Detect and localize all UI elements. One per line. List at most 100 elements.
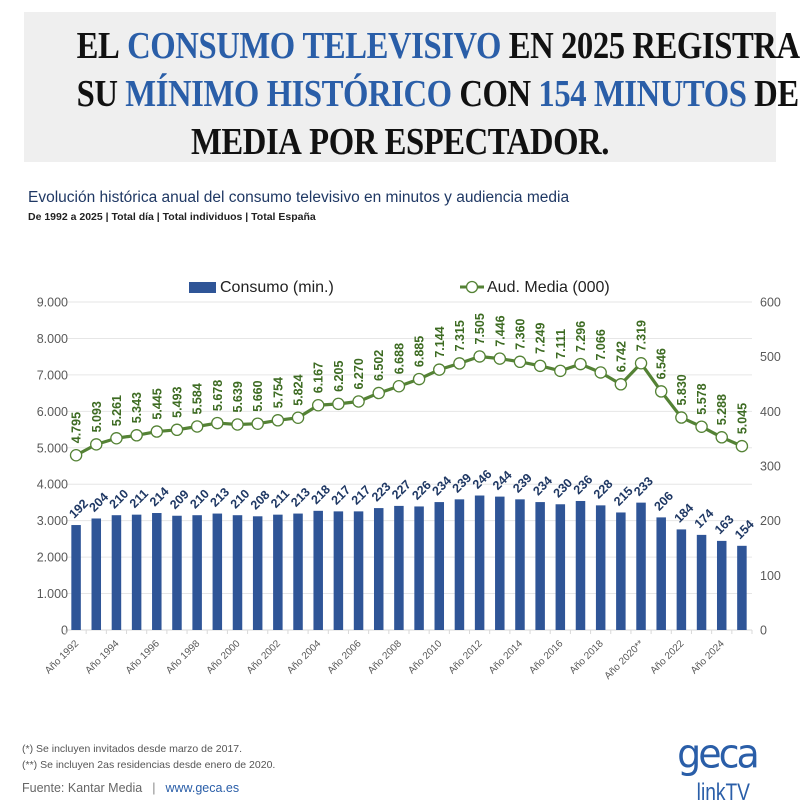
line-point-aud-media <box>695 420 708 433</box>
headline-text: DE <box>746 73 799 115</box>
x-axis-tick-label: Año 2020** <box>603 638 647 682</box>
bar-consumo <box>91 518 102 630</box>
bar-data-label: 210 <box>228 487 253 512</box>
line-point-aud-media <box>412 372 426 386</box>
footnote-2: (**) Se incluyen 2as residencias desde e… <box>22 759 276 771</box>
line-point-aud-media <box>170 423 184 437</box>
line-point-aud-media <box>614 378 628 391</box>
bar-data-label: 246 <box>470 467 495 492</box>
legend-label-consumo: Consumo (min.) <box>220 279 334 296</box>
line-point-aud-media <box>493 352 507 365</box>
line-point-aud-media <box>634 357 648 370</box>
line-point-aud-media <box>594 366 607 379</box>
line-point-aud-media <box>150 425 164 438</box>
bar-consumo <box>616 512 626 630</box>
bar-consumo <box>656 517 666 630</box>
x-axis-tick-label: Año 2022 <box>648 638 686 676</box>
line-point-aud-media <box>654 385 668 398</box>
bar-consumo <box>353 511 364 630</box>
bar-consumo <box>152 513 162 630</box>
bar-data-label: 239 <box>510 471 535 496</box>
left-axis-tick-label: 4.000 <box>37 478 68 492</box>
line-data-label: 5.493 <box>170 386 184 417</box>
line-data-label: 6.742 <box>614 341 628 372</box>
bar-consumo <box>252 516 263 630</box>
bar-consumo <box>515 499 525 630</box>
x-axis-tick-label: Año 1992 <box>43 638 81 676</box>
line-point-aud-media <box>473 350 486 363</box>
bar-consumo <box>737 545 747 630</box>
bar-consumo <box>595 505 606 630</box>
right-axis-tick-label: 100 <box>760 569 781 583</box>
headline-text: EN 2025 REGISTRA <box>500 25 800 67</box>
bar-consumo <box>333 511 344 630</box>
left-axis-tick-label: 8.000 <box>37 332 68 346</box>
line-point-aud-media <box>433 363 446 376</box>
x-axis-tick-label: Año 2004 <box>285 638 323 676</box>
line-data-label: 5.824 <box>292 374 306 405</box>
line-data-label: 5.261 <box>110 395 124 426</box>
left-axis-tick-label: 1.000 <box>37 587 68 601</box>
bar-consumo <box>293 513 303 630</box>
source-label: Fuente: Kantar Media <box>22 781 143 795</box>
headline-highlight: MÍNIMO HISTÓRICO <box>125 73 452 115</box>
bar-consumo <box>676 529 687 630</box>
line-data-label: 6.885 <box>413 336 427 367</box>
x-axis-tick-label: Año 1994 <box>84 638 122 676</box>
source-url-link[interactable]: www.geca.es <box>165 781 240 795</box>
headline-highlight: CONSUMO TELEVISIVO <box>127 25 501 67</box>
line-data-label: 7.144 <box>433 326 447 357</box>
right-axis-tick-label: 400 <box>760 405 781 419</box>
legend-label-aud-media: Aud. Media (000) <box>487 279 610 296</box>
combo-chart: 0 1.000 2.000 3.000 4.000 5.000 6.000 7.000 8.00… <box>37 279 781 682</box>
line-point-aud-media <box>211 416 224 430</box>
chart-subtitle: De 1992 a 2025 | Total día | Total indiv… <box>28 211 316 223</box>
left-axis-tick-label: 6.000 <box>37 405 68 419</box>
line-point-aud-media <box>533 359 547 373</box>
line-data-label: 7.296 <box>574 321 588 352</box>
bar-consumo <box>172 515 182 630</box>
x-axis-tick-label: Año 2000 <box>205 638 243 676</box>
line-data-label: 7.249 <box>534 322 548 353</box>
bar-consumo <box>212 513 223 630</box>
left-axis-tick-label: 9.000 <box>37 296 68 310</box>
left-axis-tick-label: 3.000 <box>37 514 68 528</box>
line-data-label: 5.343 <box>130 392 144 423</box>
line-data-label: 7.315 <box>453 320 467 351</box>
x-axis-tick-label: Año 2002 <box>245 638 283 676</box>
bar-data-label: 227 <box>389 477 414 502</box>
footnote-1: (*) Se incluyen invitados desde marzo de… <box>22 743 243 755</box>
source-separator: | <box>152 781 156 795</box>
line-point-aud-media <box>735 439 749 453</box>
line-point-aud-media <box>554 364 567 378</box>
line-point-aud-media <box>574 357 587 371</box>
bar-consumo <box>454 499 465 630</box>
line-point-aud-media <box>90 438 103 451</box>
line-data-label: 6.270 <box>352 358 366 389</box>
right-axis-tick-label: 0 <box>760 624 767 638</box>
line-data-label: 7.360 <box>513 318 527 349</box>
bar-consumo <box>575 500 586 630</box>
line-data-label: 5.093 <box>90 401 104 432</box>
line-point-aud-media <box>190 420 204 433</box>
line-point-aud-media <box>130 429 143 442</box>
legend-swatch-consumo <box>189 282 216 293</box>
bar-consumo <box>535 502 545 630</box>
line-data-label: 5.754 <box>271 377 285 408</box>
bar-data-label: 213 <box>208 485 233 510</box>
line-data-label: 4.795 <box>70 412 84 443</box>
left-axis-tick-label: 5.000 <box>37 441 68 455</box>
x-axis-tick-label: Año 1996 <box>124 638 162 676</box>
line-data-label: 7.111 <box>554 329 568 359</box>
headline-highlight: 154 MINUTOS <box>538 73 747 115</box>
line-data-label: 5.445 <box>150 388 164 419</box>
line-point-aud-media <box>251 417 264 430</box>
line-data-label: 5.578 <box>695 383 709 414</box>
bar-data-label: 217 <box>329 483 354 508</box>
x-axis-tick-label: Año 1998 <box>164 638 202 676</box>
logo-text-geca: geca <box>677 732 757 778</box>
geca-linktv-logo: geca linkTV <box>677 732 760 804</box>
bar-consumo <box>434 502 445 630</box>
bar-consumo <box>232 515 243 630</box>
x-axis-tick-label: Año 2012 <box>447 638 485 676</box>
